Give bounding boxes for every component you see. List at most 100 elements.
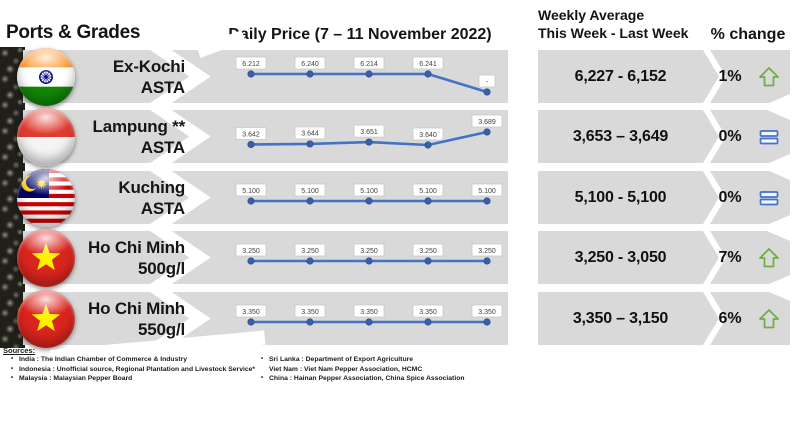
weekly-average-band: 6,227 - 6,152 (538, 50, 719, 103)
source-item: • Sri Lanka : Department of Export Agricu… (255, 355, 515, 365)
flag-gloss-highlight (17, 168, 75, 227)
port-name: Ho Chi Minh (88, 298, 185, 318)
row-chevron-separator (148, 99, 211, 174)
flag-gloss-highlight (17, 107, 75, 166)
weekly-average-header: Weekly Average This Week - Last Week (538, 7, 688, 42)
percent-change-value: 1% (718, 67, 742, 85)
flag-gloss-highlight (17, 47, 75, 106)
source-item: Viet Nam : Viet Nam Pepper Association, … (255, 365, 515, 375)
daily-price-sparkline: 3.250 3.250 3.250 3.250 3.250 (235, 243, 503, 265)
row-gap-arrow-notch (760, 214, 790, 241)
ports-grades-header: Ports & Grades (6, 22, 141, 43)
svg-text:-: - (486, 79, 489, 86)
sources-title: Sources: (3, 346, 36, 355)
svg-text:3.689: 3.689 (478, 119, 496, 126)
weekly-average-value: 6,227 - 6,152 (574, 67, 667, 85)
svg-text:3.644: 3.644 (301, 131, 319, 138)
weekly-average-band: 3,653 – 3,649 (538, 110, 719, 163)
source-item: • Malaysia : Malaysian Pepper Board (5, 374, 257, 384)
port-grade-label: Ho Chi Minh 500g/l (55, 231, 185, 284)
source-text: Malaysia : Malaysian Pepper Board (19, 375, 133, 383)
daily-price-sparkline: 6.212 6.240 6.214 6.241 - (235, 56, 496, 96)
port-name: Lampung ** (92, 116, 186, 136)
row-gap-arrow-notch (760, 154, 790, 180)
svg-text:3.250: 3.250 (301, 248, 319, 255)
svg-text:6.241: 6.241 (419, 61, 437, 68)
weekly-average-value: 5,100 - 5,100 (574, 188, 667, 206)
weekly-average-value: 3,350 – 3,150 (572, 309, 669, 327)
flag-gloss-highlight (17, 289, 75, 348)
weekly-average-band: 3,350 – 3,150 (538, 292, 719, 345)
svg-text:3.250: 3.250 (242, 248, 260, 255)
vietnam-flag-icon (17, 228, 75, 287)
svg-text:3.250: 3.250 (360, 248, 378, 255)
weekly-average-line1: Weekly Average (538, 7, 645, 23)
row-chevron-separator (148, 160, 211, 235)
equal-icon (757, 186, 781, 210)
bullet-icon: • (10, 356, 14, 362)
svg-text:3.350: 3.350 (419, 309, 437, 316)
svg-text:5.100: 5.100 (478, 188, 496, 195)
svg-text:3.250: 3.250 (478, 248, 496, 255)
up-arrow-icon (757, 307, 781, 331)
weekly-average-band: 5,100 - 5,100 (538, 171, 719, 224)
daily-price-sparkline: 5.100 5.100 5.100 5.100 5.100 (235, 183, 503, 205)
daily-price-sparkline: 3.350 3.350 3.350 3.350 3.350 (235, 304, 503, 326)
weekly-average-line2: This Week - Last Week (538, 24, 689, 41)
weekly-average-value: 3,653 – 3,649 (572, 127, 669, 145)
svg-text:6.240: 6.240 (301, 61, 319, 68)
svg-text:3.640: 3.640 (419, 132, 437, 139)
percent-change-value: 7% (718, 248, 742, 266)
port-grade: ASTA (140, 198, 185, 218)
percent-change-header: % change (710, 26, 786, 43)
daily-price-header: Daily Price (7 – 11 November 2022) (228, 26, 492, 43)
price-row: Ho Chi Minh 550g/l 3.350 3.350 3.350 3.350 3.3… (0, 281, 800, 356)
svg-text:5.100: 5.100 (419, 188, 437, 195)
equal-icon (757, 125, 781, 149)
port-grade: 550g/l (138, 319, 185, 339)
port-name: Ho Chi Minh (88, 237, 185, 257)
svg-text:3.250: 3.250 (419, 248, 437, 255)
vietnam-flag-icon (17, 289, 75, 348)
up-arrow-icon (757, 65, 781, 89)
source-text: Indonesia : Unofficial source, Regional … (19, 365, 256, 373)
port-grade: ASTA (140, 137, 185, 157)
percent-change-value: 0% (718, 188, 742, 206)
bullet-icon (255, 365, 269, 375)
bullet-icon: • (260, 356, 264, 362)
row-chevron-separator (148, 39, 211, 114)
svg-text:5.100: 5.100 (360, 188, 378, 195)
percent-change-value: 6% (718, 309, 742, 327)
svg-text:3.642: 3.642 (242, 131, 260, 138)
svg-text:3.651: 3.651 (360, 129, 378, 136)
port-grade-label: Ho Chi Minh 550g/l (55, 292, 185, 345)
port-grade: ASTA (140, 77, 185, 97)
source-text: Sri Lanka : Department of Export Agricul… (269, 356, 414, 363)
source-item: • China : Hainan Pepper Association, Chin… (255, 374, 515, 384)
price-row: Lampung ** ASTA 3.642 3.644 3.651 3.640 3.689 3… (0, 99, 800, 174)
svg-text:6.212: 6.212 (242, 61, 260, 68)
row-gap-arrow-notch (760, 93, 790, 120)
flag-gloss-highlight (17, 228, 75, 287)
row-gap-arrow-notch (760, 275, 790, 301)
weekly-average-band: 3,250 - 3,050 (538, 231, 719, 284)
row-chevron-separator (148, 220, 211, 295)
sources-right-column: • Sri Lanka : Department of Export Agricu… (255, 355, 515, 384)
port-grade: 500g/l (138, 258, 185, 278)
svg-text:3.350: 3.350 (478, 309, 496, 316)
sources-left-column: • India : The Indian Chamber of Commerce … (5, 355, 257, 384)
india-flag-icon (17, 47, 75, 106)
sources-section: Sources: • India : The Indian Chamber of … (3, 346, 465, 382)
svg-text:5.100: 5.100 (301, 188, 319, 195)
svg-text:3.350: 3.350 (242, 309, 260, 316)
bullet-icon: • (10, 375, 14, 382)
source-text: India : The Indian Chamber of Commerce &… (19, 356, 188, 363)
daily-price-sparkline: 3.642 3.644 3.651 3.640 3.689 (235, 114, 503, 149)
weekly-average-value: 3,250 - 3,050 (574, 248, 667, 266)
price-row: Ho Chi Minh 500g/l 3.250 3.250 3.250 3.250 3.2… (0, 220, 800, 295)
svg-text:3.350: 3.350 (360, 309, 378, 316)
bullet-icon: • (260, 375, 264, 382)
percent-change-value: 0% (718, 127, 742, 145)
source-item: • India : The Indian Chamber of Commerce … (5, 355, 257, 365)
port-grade-label: Ex-Kochi ASTA (55, 50, 185, 103)
